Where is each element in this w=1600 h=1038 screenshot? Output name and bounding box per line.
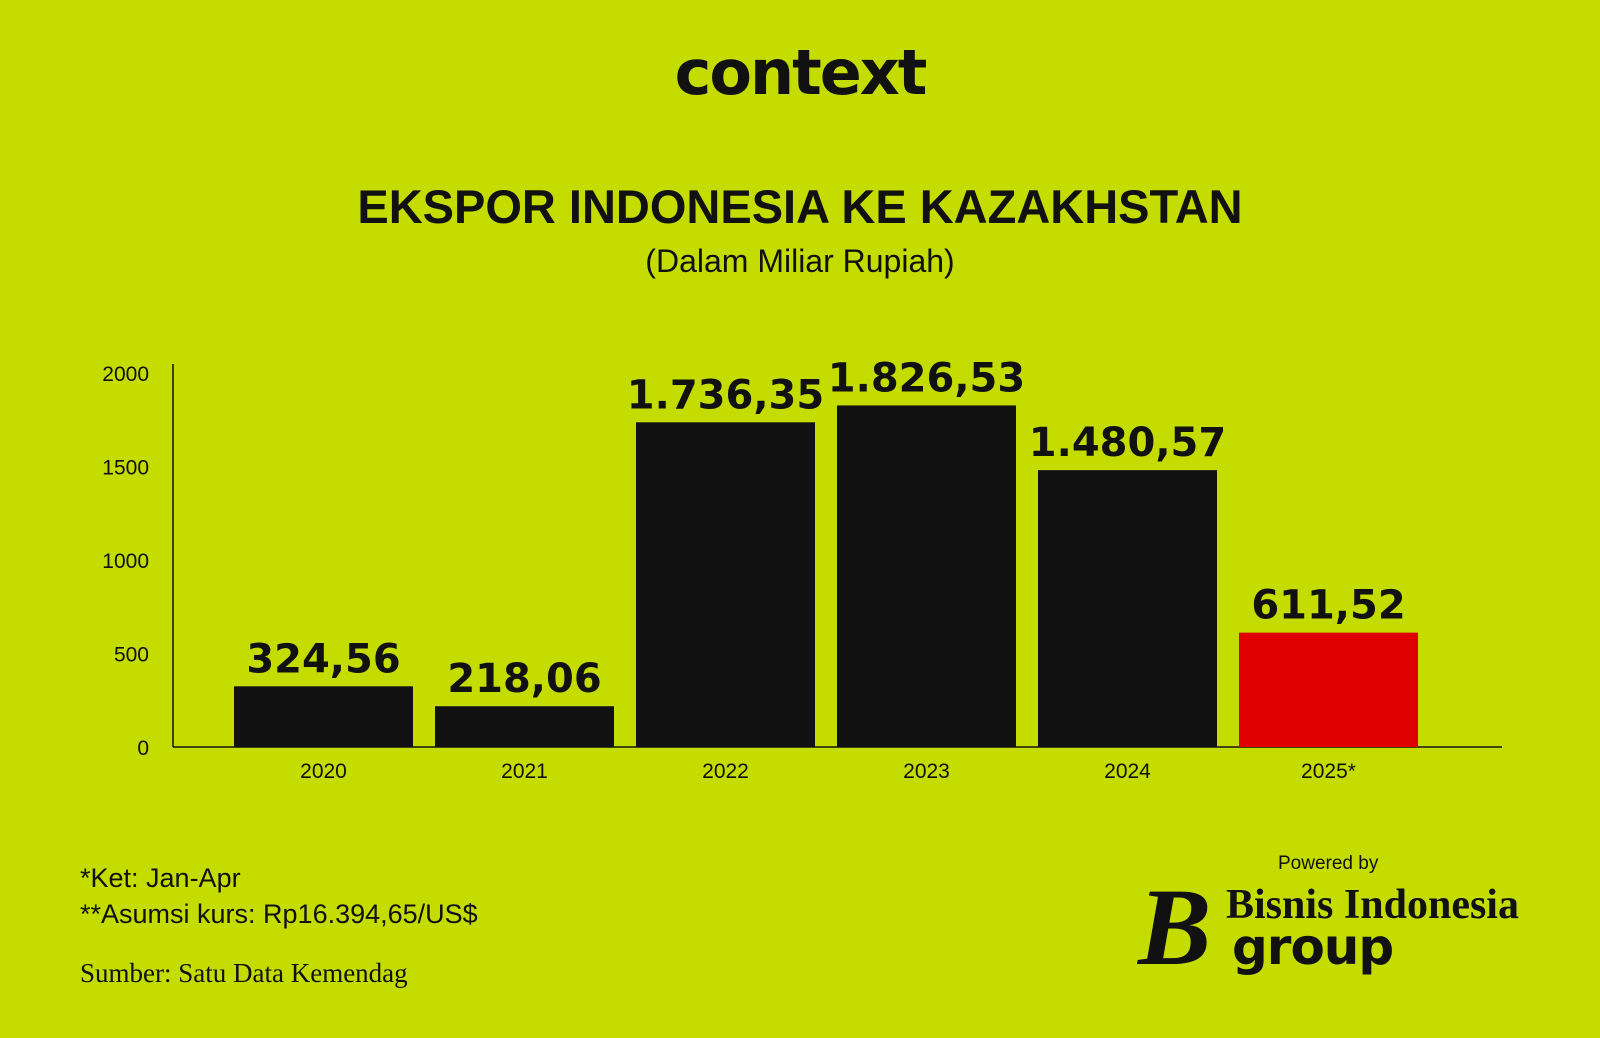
data-label: 324,56 [246,636,400,682]
x-tick-label: 2021 [501,760,548,780]
bar [1038,470,1217,747]
bisnis-indonesia-group-logo: B Bisnis Indonesia group [1138,872,1528,988]
x-tick-label: 2020 [300,760,347,780]
y-tick-label: 0 [137,737,149,760]
note-exchange-rate: **Asumsi kurs: Rp16.394,65/US$ [80,899,478,929]
data-label: 611,52 [1251,583,1405,629]
data-label: 1.480,57 [1029,420,1226,466]
chart-title: EKSPOR INDONESIA KE KAZAKHSTAN [357,180,1243,233]
footnotes: *Ket: Jan-Apr **Asumsi kurs: Rp16.394,65… [80,860,478,932]
bar [234,686,413,747]
data-label: 218,06 [447,656,601,702]
bar [636,422,815,747]
bar [837,405,1016,747]
data-label: 1.736,35 [627,372,824,418]
y-tick-label: 2000 [102,363,149,386]
brand-group: group [1232,918,1394,976]
bar [435,706,614,747]
x-tick-label: 2024 [1104,760,1151,780]
source-note: Sumber: Satu Data Kemendag [80,958,408,988]
note-period: *Ket: Jan-Apr [80,863,241,893]
brand-initial: B [1138,866,1212,988]
chart-subtitle: (Dalam Miliar Rupiah) [645,243,955,279]
x-tick-label: 2025* [1301,760,1356,780]
data-label: 1.826,53 [828,355,1025,401]
x-tick-label: 2022 [702,760,749,780]
bar-chart: 0 500 1000 1500 2000 324,56 2020 218,06 2021 1.73… [102,355,1502,780]
powered-by-label: Powered by [1278,853,1379,874]
x-tick-label: 2023 [903,760,950,780]
y-tick-label: 1500 [102,457,149,480]
y-tick-label: 500 [114,644,149,667]
brand-name: Bisnis Indonesia [1226,882,1519,928]
y-tick-label: 1000 [102,550,149,573]
bar [1239,632,1418,747]
context-logo: context [674,36,928,109]
